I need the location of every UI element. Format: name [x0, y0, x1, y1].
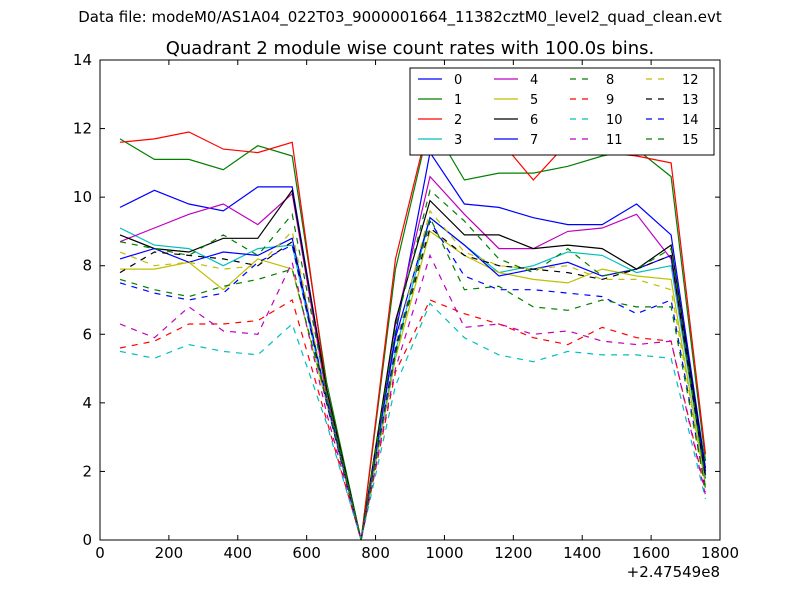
y-tick-label: 10 — [73, 188, 92, 206]
x-tick-label: 1600 — [632, 544, 670, 562]
legend-label-10: 10 — [606, 113, 623, 128]
legend-label-13: 13 — [682, 93, 699, 108]
series-line-12 — [119, 209, 707, 541]
legend-label-3: 3 — [454, 133, 462, 148]
legend-label-12: 12 — [682, 73, 699, 88]
legend-label-8: 8 — [606, 73, 614, 88]
x-tick-label: 800 — [361, 544, 390, 562]
y-tick-label: 0 — [82, 531, 92, 549]
series-line-4 — [119, 175, 707, 541]
y-tick-label: 12 — [73, 120, 92, 138]
legend-label-9: 9 — [606, 93, 614, 108]
series-layer — [119, 117, 707, 543]
x-offset-label: +2.47549e8 — [627, 563, 720, 581]
y-tick-label: 8 — [82, 257, 92, 275]
series-line-11 — [119, 253, 707, 541]
x-tick-label: 1400 — [563, 544, 601, 562]
legend-label-0: 0 — [454, 73, 462, 88]
series-line-9 — [119, 299, 707, 541]
x-tick-label: 1200 — [494, 544, 532, 562]
legend-label-5: 5 — [530, 93, 538, 108]
x-tick-label: 200 — [155, 544, 184, 562]
series-line-0 — [119, 151, 707, 541]
chart-title: Quadrant 2 module wise count rates with … — [166, 38, 655, 59]
y-tick-label: 14 — [73, 51, 92, 69]
legend-label-4: 4 — [530, 73, 538, 88]
x-tick-label: 600 — [292, 544, 321, 562]
x-tick-label: 0 — [95, 544, 105, 562]
series-line-2 — [119, 117, 707, 541]
y-tick-label: 6 — [82, 325, 92, 343]
x-tick-label: 1800 — [701, 544, 739, 562]
series-line-13 — [119, 226, 707, 541]
series-line-14 — [119, 219, 707, 541]
legend-label-2: 2 — [454, 113, 462, 128]
legend-label-6: 6 — [530, 113, 538, 128]
x-tick-label: 400 — [223, 544, 252, 562]
legend-label-1: 1 — [454, 93, 462, 108]
series-line-1 — [119, 120, 707, 541]
plot-frame — [99, 59, 721, 541]
legend-label-14: 14 — [682, 113, 699, 128]
legend-box — [409, 67, 715, 156]
series-line-7 — [119, 216, 707, 541]
tick-layer: 0 200 400 600 800 1000 1200 1400 1600 18000246810… — [73, 51, 739, 562]
legend-label-11: 11 — [606, 133, 623, 148]
figure-suptitle: Data file: modeM0/AS1A04_022T03_90000016… — [78, 8, 722, 26]
x-tick-label: 1000 — [425, 544, 463, 562]
series-line-3 — [119, 216, 707, 541]
series-line-8 — [119, 189, 707, 541]
y-tick-label: 4 — [82, 394, 92, 412]
legend-label-7: 7 — [530, 133, 538, 148]
series-line-10 — [119, 302, 707, 543]
series-line-15 — [119, 215, 707, 541]
legend-label-15: 15 — [682, 133, 699, 148]
series-line-5 — [120, 230, 707, 541]
y-tick-label: 2 — [82, 462, 92, 480]
